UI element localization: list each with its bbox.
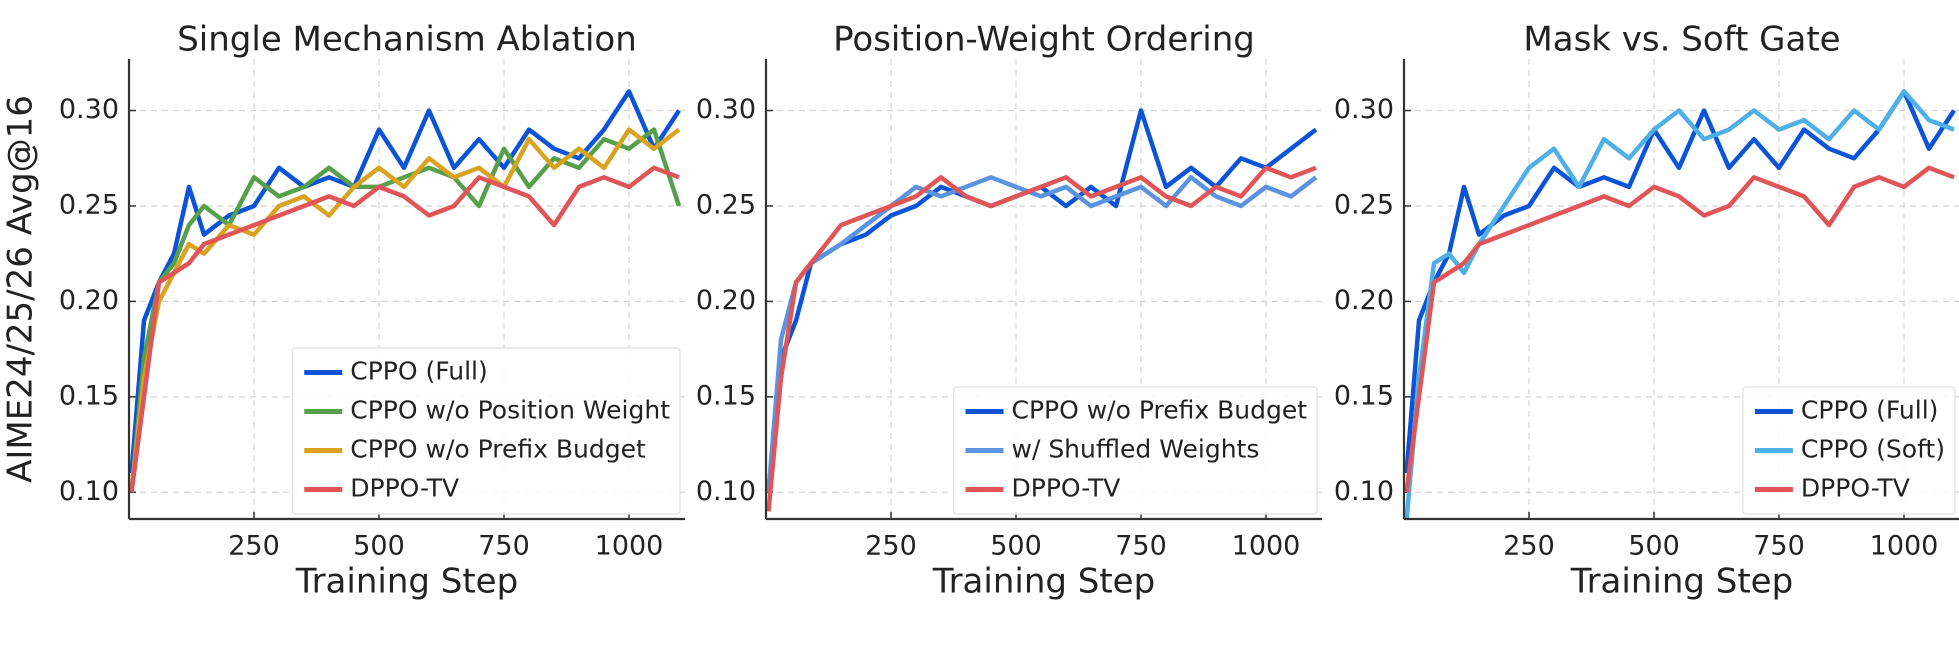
- panel: 0.10 0.15 0.20 0.25 0.30 250 500 750 1000 Mask vs…: [1334, 20, 1959, 602]
- y-tick-label: 0.15: [1334, 380, 1394, 411]
- plot-lines: [129, 89, 682, 493]
- legend-frame: [1742, 386, 1956, 515]
- chart-title: Mask vs. Soft Gate: [1523, 20, 1840, 60]
- x-axis-label: Training Step: [1570, 562, 1793, 602]
- legend-frame: [952, 386, 1318, 515]
- x-tick-label: 750: [478, 531, 530, 562]
- series-line: [766, 175, 1318, 493]
- y-tick-label: 0.10: [696, 476, 756, 507]
- x-tick-label: 500: [990, 531, 1042, 562]
- x-tick-label: 500: [353, 531, 405, 562]
- y-tick-label: 0.25: [1334, 189, 1394, 220]
- legend: CPPO (Full) CPPO (Soft) DPPO-TV: [1742, 386, 1956, 515]
- x-tick-label: 750: [1115, 531, 1167, 562]
- y-axis-label: AIME24/25/26 Avg@16: [1, 95, 41, 483]
- legend-label: CPPO w/o Position Weight: [350, 396, 670, 425]
- y-tick-label: 0.20: [1334, 285, 1394, 316]
- legend-label: DPPO-TV: [1801, 474, 1910, 503]
- y-tick-label: 0.10: [59, 476, 119, 507]
- legend-label: CPPO (Full): [1801, 396, 1939, 425]
- y-tick-label: 0.20: [59, 285, 119, 316]
- legend-label: DPPO-TV: [1012, 474, 1121, 503]
- x-tick-label: 250: [865, 531, 917, 562]
- y-tick-label: 0.10: [1334, 476, 1394, 507]
- series-line: [766, 165, 1317, 512]
- plot-lines: [1404, 89, 1956, 519]
- legend-frame: [291, 347, 681, 515]
- series-line: [129, 89, 681, 474]
- x-axis-label: Training Step: [295, 562, 518, 602]
- panel: 0.10 0.15 0.20 0.25 0.30 250 500 750 1000 Single …: [1, 20, 685, 602]
- y-tick-label: 0.25: [696, 189, 756, 220]
- x-tick-label: 1000: [595, 531, 664, 562]
- legend-label: DPPO-TV: [350, 474, 459, 503]
- legend: CPPO (Full) CPPO w/o Position Weight CPPO …: [291, 347, 681, 515]
- legend: CPPO w/o Prefix Budget w/ Shuffled Weight…: [952, 386, 1318, 515]
- y-tick-label: 0.30: [1334, 94, 1394, 125]
- legend-label: w/ Shuffled Weights: [1012, 435, 1260, 464]
- y-tick-label: 0.30: [59, 94, 119, 125]
- x-tick-label: 500: [1628, 531, 1680, 562]
- x-tick-label: 250: [228, 531, 280, 562]
- x-tick-label: 250: [1503, 531, 1555, 562]
- x-tick-label: 1000: [1232, 531, 1301, 562]
- panel: 0.10 0.15 0.20 0.25 0.30 250 500 750 1000 Positio…: [696, 20, 1322, 602]
- series-line: [1404, 165, 1955, 493]
- plot-lines: [766, 108, 1318, 512]
- legend-label: CPPO w/o Prefix Budget: [350, 435, 646, 464]
- y-tick-label: 0.20: [696, 285, 756, 316]
- series-line: [129, 127, 681, 493]
- chart-title: Single Mechanism Ablation: [177, 20, 637, 60]
- y-tick-label: 0.30: [696, 94, 756, 125]
- chart-title: Position-Weight Ordering: [833, 20, 1255, 60]
- y-tick-label: 0.15: [59, 380, 119, 411]
- legend-label: CPPO w/o Prefix Budget: [1012, 396, 1308, 425]
- y-tick-label: 0.15: [696, 380, 756, 411]
- x-axis-label: Training Step: [932, 562, 1155, 602]
- x-tick-label: 1000: [1870, 531, 1939, 562]
- series-line: [1404, 89, 1955, 519]
- series-line: [129, 165, 680, 493]
- legend-label: CPPO (Soft): [1801, 435, 1945, 464]
- legend-label: CPPO (Full): [350, 357, 488, 386]
- y-tick-label: 0.25: [59, 189, 119, 220]
- x-tick-label: 750: [1753, 531, 1805, 562]
